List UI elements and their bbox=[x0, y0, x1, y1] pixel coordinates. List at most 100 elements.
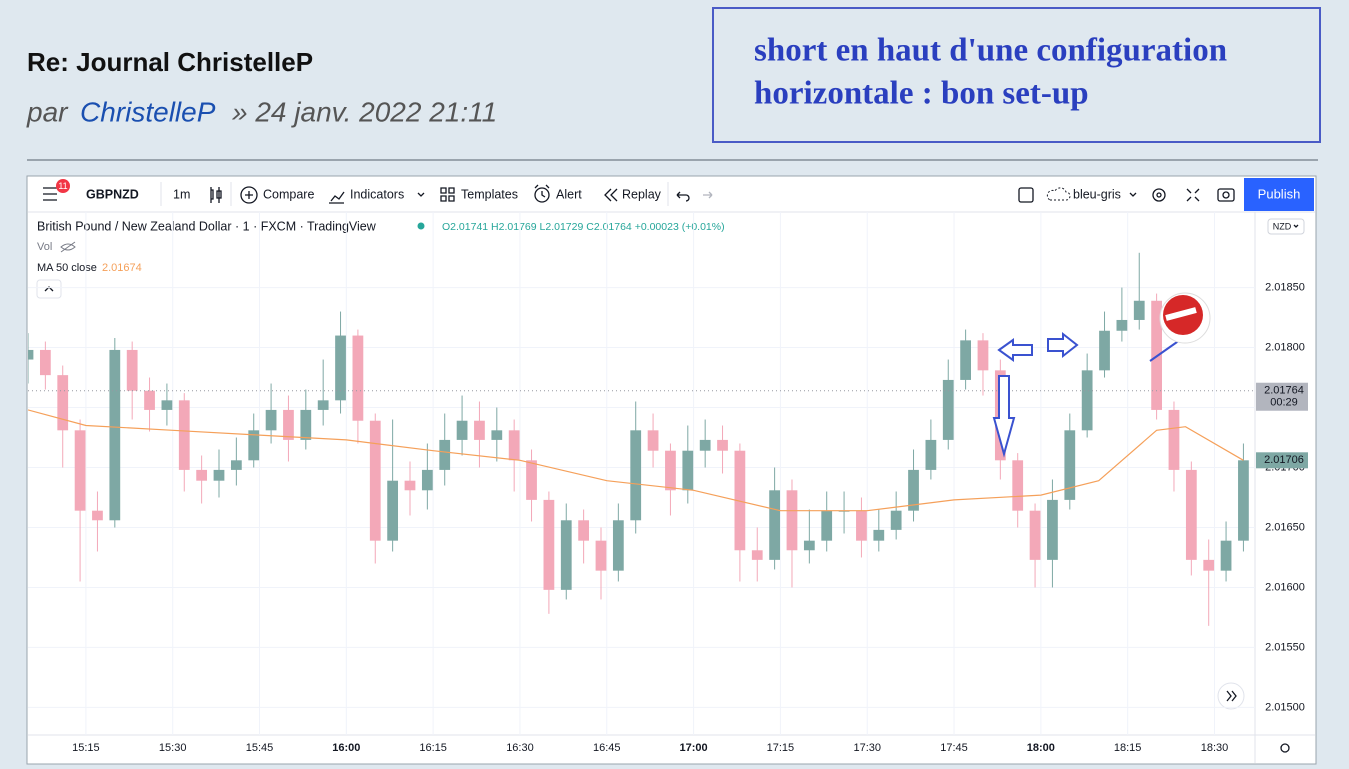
x-tick-label: 17:00 bbox=[680, 742, 708, 754]
ma-label: MA 50 close bbox=[37, 262, 97, 274]
candle-body bbox=[1081, 370, 1093, 431]
toolbar-item[interactable]: Alert bbox=[556, 187, 582, 201]
x-tick-label: 16:45 bbox=[593, 742, 621, 754]
replay-icon bbox=[604, 188, 618, 202]
toolbar-item[interactable]: Templates bbox=[461, 187, 518, 201]
ohlc-value: H2.01769 bbox=[491, 221, 537, 233]
undo[interactable] bbox=[676, 191, 690, 202]
candle-body bbox=[39, 349, 51, 376]
candle-body bbox=[803, 540, 815, 551]
candle-body bbox=[1168, 409, 1180, 470]
candle-body bbox=[630, 430, 642, 521]
badge-count: 11 bbox=[58, 181, 67, 191]
toolbar-item[interactable]: Indicators bbox=[350, 187, 404, 201]
annotation-box bbox=[712, 7, 1321, 143]
last-price-box bbox=[1256, 382, 1308, 411]
toolbar-item[interactable]: Compare bbox=[263, 187, 314, 201]
compare-icon bbox=[245, 191, 253, 199]
market-status bbox=[417, 222, 425, 230]
ma-value: 2.01674 bbox=[102, 262, 142, 274]
menu-icon bbox=[43, 187, 57, 201]
currency-button[interactable] bbox=[1267, 218, 1305, 235]
ma-price-label: 2.01706 bbox=[1264, 454, 1304, 466]
ohlc-value: C2.01764 bbox=[586, 221, 632, 233]
scroll-icon bbox=[1226, 690, 1237, 702]
candle-body bbox=[1133, 300, 1145, 320]
x-tick-label: 15:45 bbox=[246, 742, 274, 754]
candle-body bbox=[369, 420, 381, 541]
interval[interactable]: 1m bbox=[173, 187, 190, 201]
layout-square[interactable] bbox=[1018, 187, 1034, 203]
candle-body bbox=[908, 469, 919, 511]
chevron[interactable] bbox=[1129, 192, 1137, 197]
axis-settings[interactable] bbox=[1280, 743, 1290, 753]
x-tick-label: 18:30 bbox=[1201, 742, 1229, 754]
candle-body bbox=[873, 529, 885, 541]
candle-body bbox=[1185, 469, 1197, 560]
author-link[interactable]: ChristelleP bbox=[80, 96, 216, 127]
chart-style-icon[interactable] bbox=[210, 187, 222, 203]
y-tick-label: 2.01850 bbox=[1265, 281, 1305, 293]
x-tick-label: 15:15 bbox=[72, 742, 100, 754]
ma-price-box bbox=[1256, 452, 1308, 469]
candle-body bbox=[1203, 559, 1215, 571]
fullscreen-icon[interactable] bbox=[1186, 188, 1200, 202]
candle-body bbox=[717, 439, 728, 451]
candle-body bbox=[1047, 499, 1058, 560]
y-tick-label: 2.01500 bbox=[1265, 701, 1305, 713]
symbol[interactable]: GBPNZD bbox=[86, 187, 139, 201]
candle-body bbox=[335, 335, 346, 401]
post-by: par bbox=[26, 96, 69, 127]
settings-icon[interactable] bbox=[1152, 188, 1166, 202]
candle-body bbox=[960, 340, 971, 380]
y-tick-label: 2.01650 bbox=[1265, 521, 1305, 533]
snapshot-icon[interactable] bbox=[1217, 188, 1235, 202]
toolbar-item[interactable]: Replay bbox=[622, 187, 662, 201]
candle-body bbox=[109, 349, 121, 521]
layout-name[interactable]: bleu-gris bbox=[1073, 187, 1121, 201]
candle-body bbox=[57, 375, 69, 431]
candle-body bbox=[682, 450, 694, 491]
candle-body bbox=[283, 409, 294, 440]
annotation-line: horizontale : bon set-up bbox=[754, 76, 1089, 112]
arrow-left bbox=[997, 338, 1033, 362]
candle-body bbox=[74, 430, 86, 511]
x-tick-label: 17:15 bbox=[767, 742, 795, 754]
candle-body bbox=[942, 379, 954, 440]
publish-button[interactable] bbox=[1244, 178, 1314, 211]
x-tick-label: 18:15 bbox=[1114, 742, 1142, 754]
candle-body bbox=[317, 400, 329, 410]
candle-body bbox=[213, 469, 225, 481]
candle-body bbox=[144, 390, 155, 410]
chevron[interactable] bbox=[417, 192, 425, 197]
collapse-button[interactable] bbox=[36, 279, 62, 299]
instrument: British Pound / New Zealand Dollar · 1 ·… bbox=[37, 219, 377, 233]
hidden-icon[interactable] bbox=[60, 241, 76, 253]
snapshot-icon bbox=[1222, 191, 1230, 199]
candle-body bbox=[578, 520, 590, 541]
x-tick-label: 16:30 bbox=[506, 742, 534, 754]
candle-body bbox=[1029, 510, 1041, 560]
candle-body bbox=[699, 439, 711, 451]
currency: NZD bbox=[1273, 221, 1292, 231]
redo[interactable] bbox=[703, 191, 713, 199]
x-tick-label: 18:00 bbox=[1027, 742, 1055, 754]
ohlc-value: L2.01729 bbox=[540, 221, 584, 233]
cloud-icon bbox=[1046, 187, 1071, 201]
alert-icon bbox=[534, 184, 550, 198]
last-price-label: 2.01764 bbox=[1264, 385, 1304, 397]
compare-icon bbox=[240, 186, 258, 204]
candle-body bbox=[856, 510, 867, 541]
candle-body bbox=[161, 400, 173, 410]
x-tick-label: 17:30 bbox=[853, 742, 881, 754]
settings-icon bbox=[1156, 192, 1162, 198]
indicators-icon bbox=[329, 191, 345, 204]
candle-body bbox=[665, 450, 676, 491]
menu-button[interactable] bbox=[43, 187, 57, 201]
candle-body bbox=[1238, 460, 1249, 541]
candle-body bbox=[734, 450, 746, 551]
countdown: 00:29 bbox=[1270, 397, 1298, 409]
candle-body bbox=[265, 409, 277, 431]
new-sticker-band bbox=[1165, 307, 1197, 321]
candle-body bbox=[404, 480, 416, 491]
